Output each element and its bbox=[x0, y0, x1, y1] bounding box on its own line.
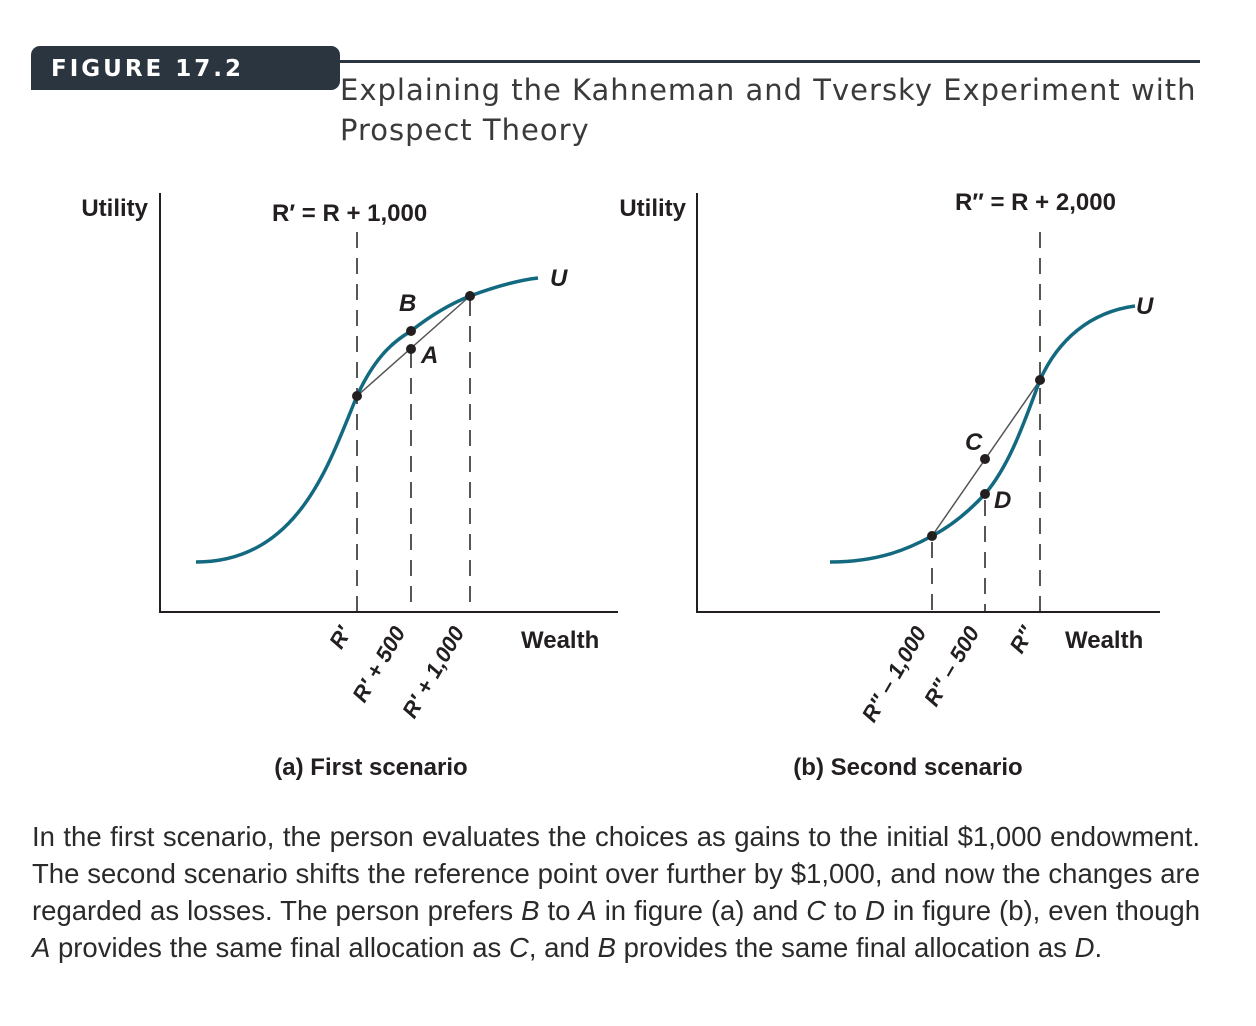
panel-a-point-r bbox=[352, 391, 362, 401]
caption-var-b: B bbox=[597, 932, 616, 963]
title-rule bbox=[300, 60, 1200, 63]
panel-a-tick-r500: R′ + 500 bbox=[347, 621, 411, 706]
caption-text: . bbox=[1094, 932, 1103, 963]
panel-a-x-axis-label: Wealth bbox=[521, 627, 599, 654]
panel-a-subtitle: (a) First scenario bbox=[274, 754, 467, 781]
panel-a-point-b bbox=[406, 326, 416, 336]
panel-a-utility-curve bbox=[195, 276, 539, 564]
panel-a-point-r1000 bbox=[465, 291, 475, 301]
caption-var-d: D bbox=[865, 895, 885, 926]
panel-a-y-axis-label: Utility bbox=[81, 195, 148, 222]
caption-text: to bbox=[539, 895, 579, 926]
panel-a-reference-label: R′ = R + 1,000 bbox=[272, 200, 427, 227]
caption-text: in figure (b), even though bbox=[884, 895, 1201, 926]
panel-a-curve-label: U bbox=[550, 265, 568, 292]
caption-var-a: A bbox=[32, 932, 51, 963]
panel-b-label-c: C bbox=[965, 429, 983, 456]
panel-b-point-r bbox=[1035, 375, 1045, 385]
figure-label: FIGURE 17.2 bbox=[31, 46, 340, 90]
caption-var-b: B bbox=[521, 895, 540, 926]
panel-b-point-r1000 bbox=[927, 531, 937, 541]
caption-var-a: A bbox=[578, 895, 597, 926]
panel-b-subtitle: (b) Second scenario bbox=[793, 754, 1022, 781]
panel-a-axes bbox=[159, 193, 618, 613]
caption-var-d: D bbox=[1074, 932, 1095, 963]
panel-a-label-b: B bbox=[399, 290, 416, 317]
caption-text: , and bbox=[528, 932, 598, 963]
panel-b-tick-r1000: R″ – 1,000 bbox=[857, 621, 932, 726]
panel-a: Utility Wealth R′ = R + 1,000 U B A R′ R… bbox=[81, 193, 618, 781]
caption-var-c: C bbox=[806, 895, 827, 926]
panel-b: Utility Wealth R″ = R + 2,000 U C D R″ –… bbox=[619, 189, 1160, 781]
panel-b-axes bbox=[696, 193, 1160, 613]
caption-var-c: C bbox=[508, 932, 529, 963]
panel-a-point-a bbox=[406, 344, 416, 354]
figure-caption: In the first scenario, the person evalua… bbox=[32, 818, 1200, 966]
panel-b-curve-label: U bbox=[1136, 293, 1154, 320]
panel-b-tick-r: R″ bbox=[1004, 621, 1040, 658]
caption-text: in figure (a) and bbox=[596, 895, 807, 926]
panel-b-reference-label: R″ = R + 2,000 bbox=[955, 189, 1116, 216]
panel-b-utility-curve bbox=[829, 304, 1136, 564]
caption-text: to bbox=[826, 895, 866, 926]
prospect-theory-diagram: Utility Wealth R′ = R + 1,000 U B A R′ R… bbox=[81, 189, 1160, 781]
caption-text: provides the same final allocation as bbox=[615, 932, 1075, 963]
panel-a-tick-r: R′ bbox=[324, 621, 357, 653]
panel-a-label-a: A bbox=[420, 342, 438, 369]
panel-b-point-c bbox=[980, 454, 990, 464]
caption-text: provides the same final allocation as bbox=[50, 932, 509, 963]
panel-b-label-d: D bbox=[994, 487, 1011, 514]
caption-text: In the first scenario, the person evalua… bbox=[32, 821, 1200, 926]
figure-title: Explaining the Kahneman and Tversky Expe… bbox=[340, 73, 1197, 147]
panel-b-point-d bbox=[980, 489, 990, 499]
panel-b-y-axis-label: Utility bbox=[619, 195, 686, 222]
panel-b-x-axis-label: Wealth bbox=[1065, 627, 1143, 654]
